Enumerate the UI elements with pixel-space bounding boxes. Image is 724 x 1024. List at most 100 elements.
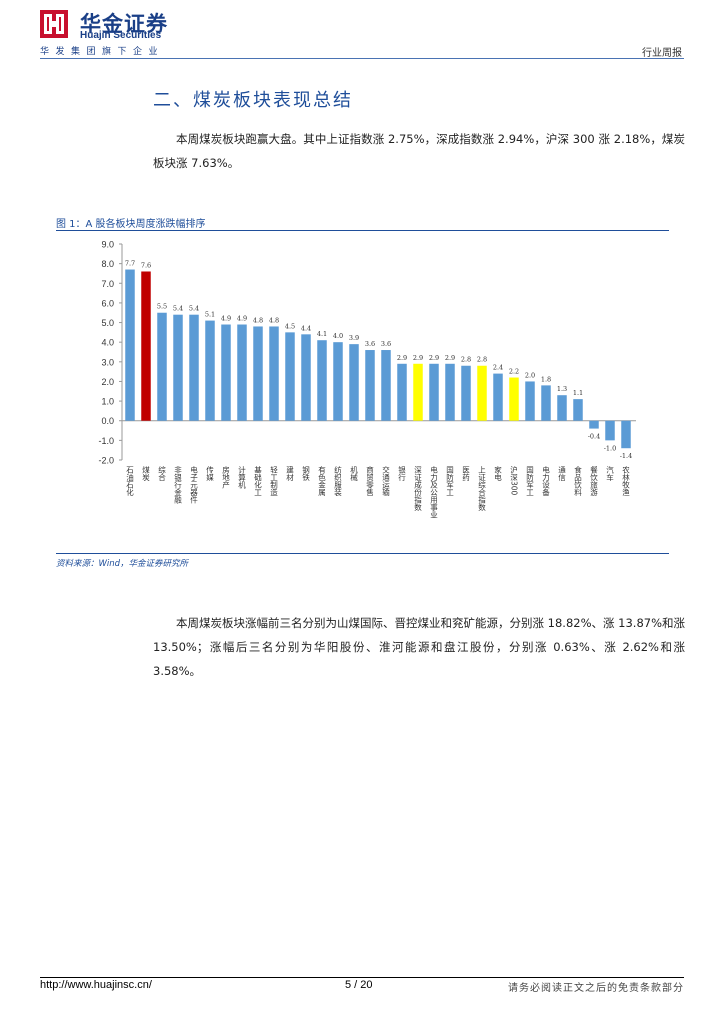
x-tick-label: 农林牧渔 [621, 465, 630, 497]
y-tick-label: 0.0 [101, 416, 114, 426]
x-tick-label: 轻工制造 [269, 465, 278, 498]
x-tick-label: 家电 [493, 465, 502, 482]
sector-weekly-change-chart: 9.0 8.0 7.0 6.0 5.0 4.0 3.0 2.0 1.0 0.0 -1.0 -2.0 7.… [98, 240, 636, 519]
data-label: 4.9 [237, 315, 247, 323]
bar [381, 350, 391, 421]
bar [253, 326, 263, 421]
y-tick-label: 4.0 [101, 338, 114, 348]
x-tick-label: 电力设备 [541, 465, 550, 498]
bar [333, 342, 343, 421]
data-label: 2.4 [493, 364, 503, 372]
bar [317, 340, 327, 421]
data-label: 1.8 [541, 375, 551, 383]
bar [573, 399, 583, 421]
bar [189, 314, 199, 421]
logo-tagline: 华发集团旗下企业 [40, 47, 165, 57]
y-tick-label: 5.0 [101, 318, 114, 328]
data-label: 4.8 [269, 316, 279, 324]
y-tick-label: -1.0 [98, 436, 114, 446]
x-tick-label: 国防军工 [445, 466, 454, 497]
bar [621, 420, 631, 449]
data-label: 5.5 [157, 303, 167, 311]
bar [429, 363, 439, 421]
x-tick-label: 医药 [461, 466, 470, 483]
figure-caption: 图 1：A 股各板块周度涨跌幅排序 [56, 219, 206, 230]
coal-stocks-paragraph: 本周煤炭板块涨幅前三名分别为山煤国际、晋控煤业和兖矿能源，分别涨 18.82%、… [153, 611, 685, 683]
x-tick-label: 房地产 [221, 465, 230, 490]
bar [365, 350, 375, 421]
data-label: 4.9 [221, 315, 231, 323]
bar [301, 334, 311, 421]
x-tick-label: 机械 [349, 465, 358, 483]
x-tick-label: 上证综合指数 [477, 466, 486, 513]
data-label: 4.4 [301, 324, 311, 332]
bar [173, 314, 183, 421]
data-label: 2.2 [509, 368, 519, 376]
bar [221, 324, 231, 421]
x-tick-label: 煤炭 [141, 465, 150, 483]
y-tick-label: 6.0 [101, 298, 114, 308]
data-label: 4.0 [333, 332, 343, 340]
data-label: -1.4 [620, 452, 633, 460]
data-label: 4.8 [253, 316, 263, 324]
x-tick-label: 计算机 [237, 465, 246, 490]
data-label: 5.1 [205, 311, 215, 319]
x-tick-label: 交通运输 [381, 465, 390, 498]
bar [125, 269, 135, 421]
document-type: 行业周报 [642, 48, 682, 59]
x-tick-label: 电子元器件 [189, 465, 198, 505]
data-label: 7.6 [141, 261, 151, 269]
bar [205, 320, 215, 421]
x-tick-label: 电力及公用事业 [429, 465, 438, 519]
summary-paragraph: 本周煤炭板块跑赢大盘。其中上证指数涨 2.75%，深成指数涨 2.94%，沪深 … [153, 127, 685, 175]
data-label: 2.8 [461, 356, 471, 364]
data-label: 5.4 [189, 305, 199, 313]
x-tick-label: 钢铁 [301, 465, 310, 483]
bar [237, 324, 247, 421]
data-label: 2.0 [525, 371, 535, 379]
y-tick-label: 8.0 [101, 259, 114, 269]
data-label: 3.6 [365, 340, 375, 348]
x-tick-label: 非银行金融 [173, 465, 182, 505]
footer-url[interactable]: http://www.huajinsc.cn/ [40, 979, 152, 991]
data-label: 2.9 [397, 354, 407, 362]
data-label: 4.5 [285, 322, 295, 330]
data-label: 7.7 [125, 260, 135, 268]
x-tick-label: 商贸零售 [365, 465, 374, 498]
figure-top-rule [56, 230, 669, 231]
data-label: 1.1 [573, 389, 583, 397]
bar [605, 420, 615, 441]
x-tick-label: 有色金属 [317, 465, 326, 498]
data-label: 2.8 [477, 356, 487, 364]
bar [493, 373, 503, 421]
coal-stocks-text: 本周煤炭板块涨幅前三名分别为山煤国际、晋控煤业和兖矿能源，分别涨 18.82%、… [153, 616, 686, 678]
logo-english-name: Huajin Securities [80, 30, 162, 41]
bar [285, 332, 295, 421]
bar [541, 385, 551, 421]
x-tick-label: 汽车 [605, 465, 614, 483]
footer-disclaimer: 请务必阅读正文之后的免责条款部分 [508, 983, 684, 994]
bar [557, 395, 567, 421]
huajin-logo-icon [40, 10, 68, 38]
figure-source: 资料来源：Wind，华金证券研究所 [56, 559, 189, 569]
y-tick-label: 3.0 [101, 357, 114, 367]
bar [413, 363, 423, 421]
bar [509, 377, 519, 421]
header-divider [40, 58, 684, 59]
x-tick-label: 深证成份指数 [413, 466, 422, 513]
y-tick-label: 2.0 [101, 377, 114, 387]
x-tick-label: 国防军工 [525, 466, 534, 497]
data-label: 2.9 [445, 354, 455, 362]
x-tick-label: 基础化工 [253, 465, 262, 497]
data-label: -0.4 [588, 433, 601, 441]
bar [477, 365, 487, 421]
summary-text: 本周煤炭板块跑赢大盘。其中上证指数涨 2.75%，深成指数涨 2.94%，沪深 … [153, 132, 685, 170]
data-label: 4.1 [317, 330, 327, 338]
data-label: 5.4 [173, 305, 183, 313]
x-tick-label: 纺织服装 [333, 465, 342, 498]
x-tick-label: 综合 [157, 465, 166, 483]
y-tick-label: -2.0 [98, 456, 114, 466]
bar [461, 365, 471, 421]
y-tick-label: 9.0 [101, 240, 114, 250]
data-label: 2.9 [413, 354, 423, 362]
